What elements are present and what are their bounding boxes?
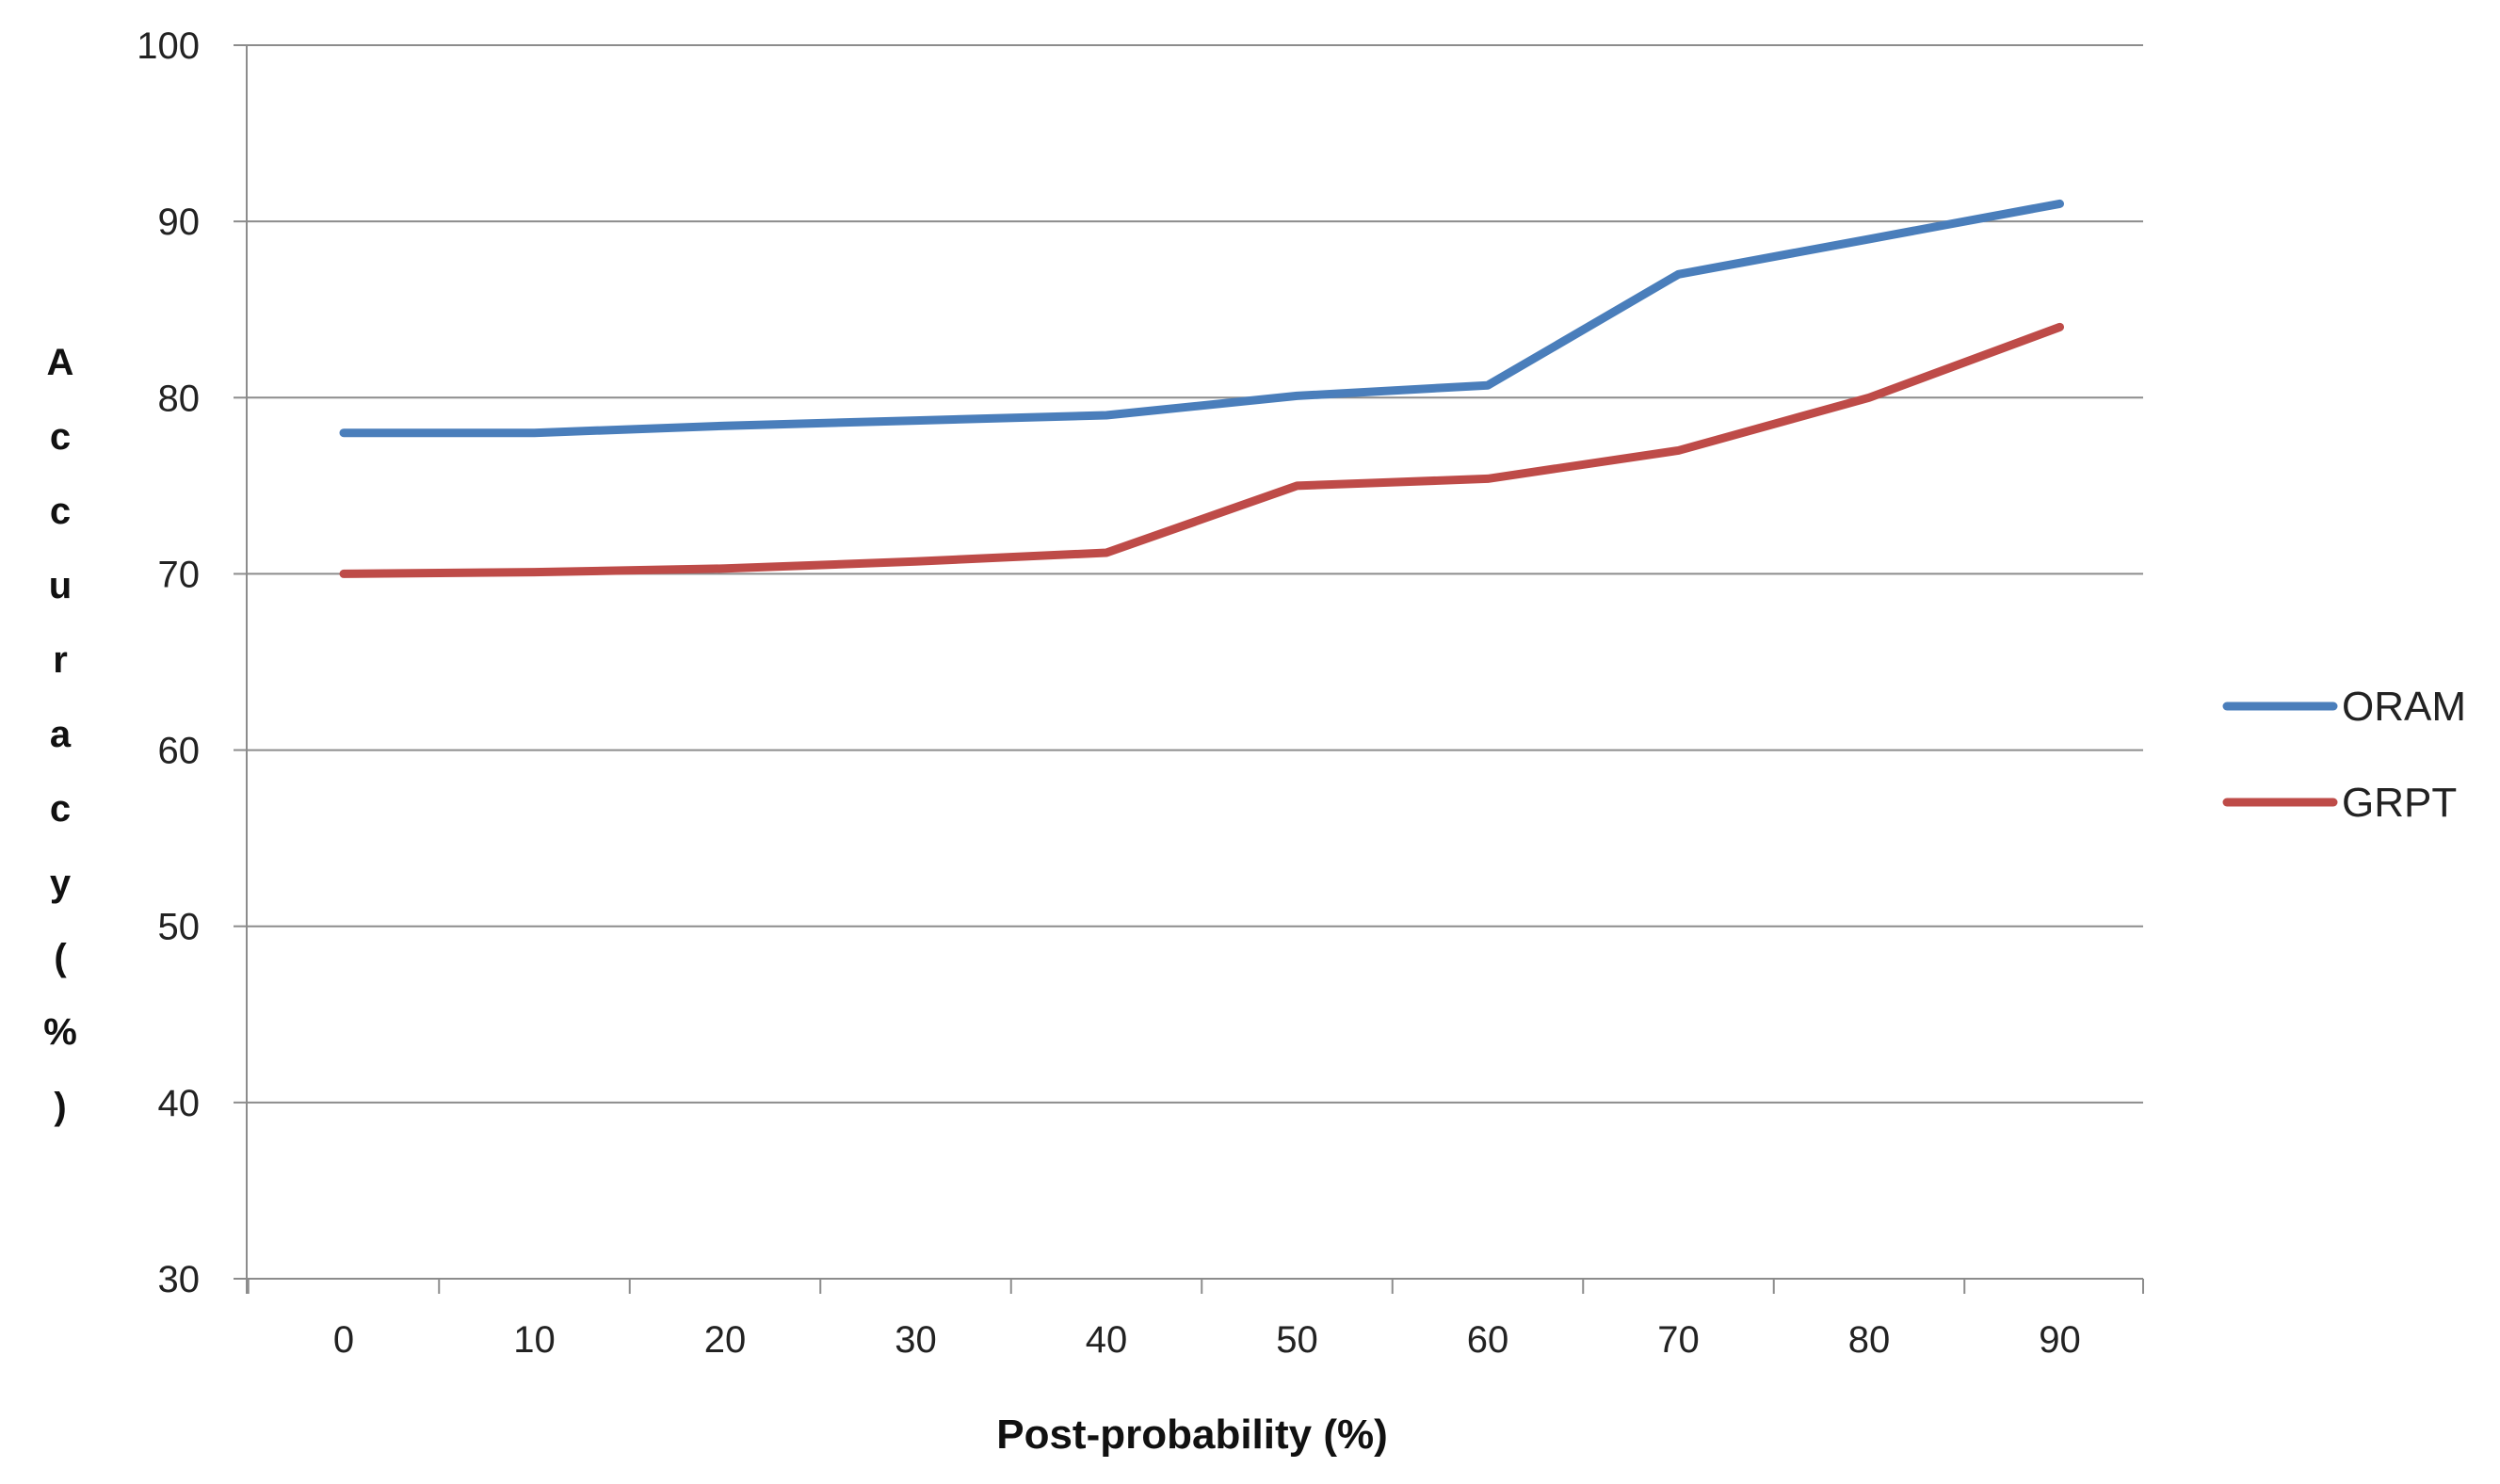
y-tick-label: 100 <box>137 25 200 67</box>
y-axis-title-char: ) <box>54 1086 66 1127</box>
x-tick-label: 0 <box>333 1319 354 1361</box>
y-axis-title-char: y <box>50 863 72 904</box>
y-tick-label: 50 <box>158 907 201 948</box>
x-tick-label: 20 <box>704 1319 747 1361</box>
y-axis-title-char: a <box>50 714 72 755</box>
x-tick-label: 10 <box>513 1319 556 1361</box>
tick-labels: 30 40 50 60 70 80 90 100 0 10 20 30 40 50 60 70 80 90 <box>137 25 2081 1361</box>
legend-label: ORAM <box>2342 684 2466 730</box>
legend-item-oram: ORAM <box>2222 684 2466 730</box>
x-tick-label: 90 <box>2039 1319 2081 1361</box>
legend: ORAM GRPT <box>2222 684 2466 826</box>
x-tick-label: 40 <box>1086 1319 1128 1361</box>
x-tick-label: 60 <box>1467 1319 1509 1361</box>
axes <box>234 44 2144 1294</box>
x-tick-label: 50 <box>1276 1319 1318 1361</box>
y-axis-title-char: u <box>49 565 72 606</box>
y-tick-label: 30 <box>158 1259 201 1300</box>
y-axis-title-char: c <box>50 491 71 532</box>
series-line-grpt <box>339 322 2064 578</box>
y-axis-title-char: A <box>47 342 74 383</box>
x-tick-label: 80 <box>1848 1319 1891 1361</box>
y-tick-label: 90 <box>158 202 201 243</box>
y-tick-label: 40 <box>158 1083 201 1124</box>
y-tick-label: 60 <box>158 731 201 772</box>
x-axis-title: Post-probability (%) <box>996 1411 1388 1458</box>
y-tick-label: 70 <box>158 554 201 595</box>
y-axis-title-char: % <box>43 1011 77 1053</box>
legend-label: GRPT <box>2342 780 2457 826</box>
series-line-oram <box>339 199 2064 438</box>
legend-item-grpt: GRPT <box>2222 780 2457 826</box>
y-axis-title-char: ( <box>54 937 67 978</box>
y-axis-title-char: r <box>53 639 68 681</box>
y-axis-title-char: c <box>50 416 71 458</box>
x-tick-label: 30 <box>895 1319 937 1361</box>
x-tick-label: 70 <box>1657 1319 1700 1361</box>
y-axis-title-char: c <box>50 788 71 830</box>
series-lines <box>339 199 2064 578</box>
y-tick-label: 80 <box>158 378 201 419</box>
